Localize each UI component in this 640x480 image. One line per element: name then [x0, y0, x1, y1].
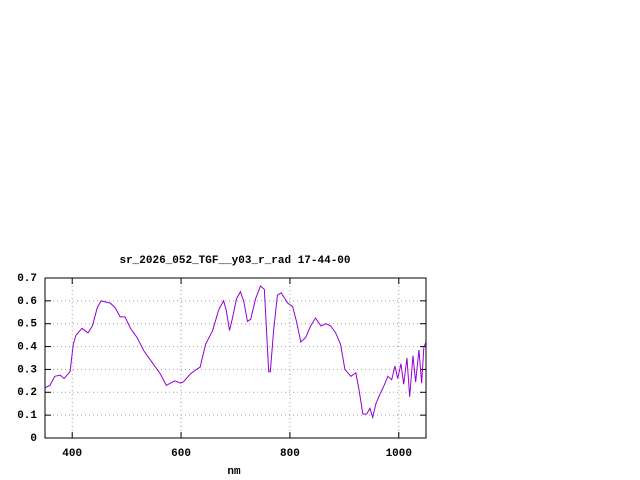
x-tick-label: 400	[62, 448, 82, 460]
x-axis-label: nm	[227, 466, 241, 478]
y-tick-label: 0.7	[17, 273, 37, 285]
y-tick-label: 0.2	[17, 387, 37, 399]
y-tick-label: 0.3	[17, 364, 37, 376]
data-line	[44, 285, 427, 420]
y-tick-label: 0.4	[17, 341, 37, 353]
y-tick-label: 0.6	[17, 296, 37, 308]
x-tick-label: 800	[280, 448, 300, 460]
y-tick-label: 0.5	[17, 319, 37, 331]
y-tick-label: 0	[30, 433, 37, 445]
x-tick-label: 1000	[386, 448, 412, 460]
plot-border	[44, 277, 427, 439]
y-tick-label: 0.1	[17, 410, 37, 422]
chart-title: sr_2026_052_TGF__y03_r_rad 17-44-00	[119, 255, 350, 267]
x-tick-label: 600	[171, 448, 191, 460]
